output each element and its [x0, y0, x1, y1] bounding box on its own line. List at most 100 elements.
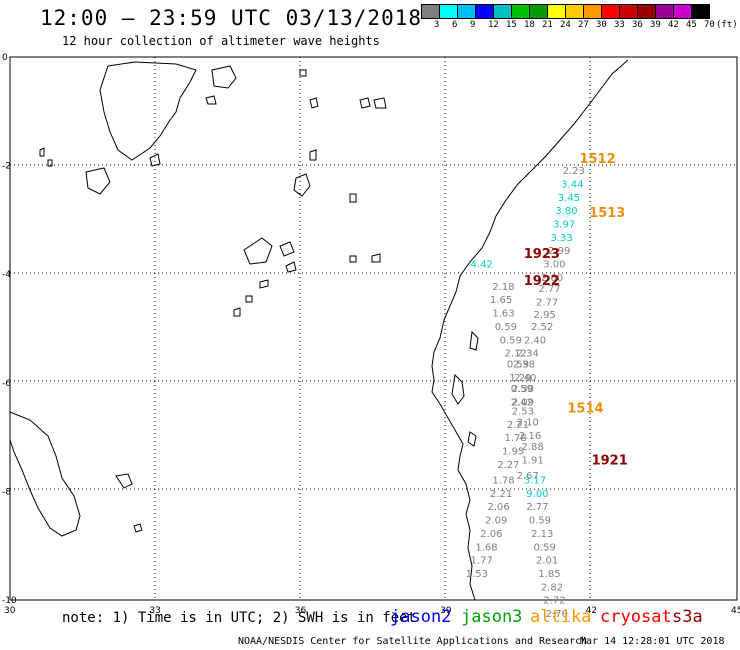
swh-value: 2.01 [536, 556, 558, 567]
colorbar-label: (ft) [716, 20, 738, 30]
pass-id-label: 1512 [579, 152, 615, 167]
island-groups-south [9, 237, 381, 537]
pemba-island [469, 330, 479, 351]
swh-value: 2.34 [517, 349, 539, 360]
swh-value: 2.99 [548, 246, 570, 257]
swh-value: 2.72 [543, 596, 565, 607]
island-groups-north [39, 61, 387, 203]
colorbar-label: 45 [686, 20, 697, 30]
swh-value: 2.82 [541, 582, 563, 593]
pass-id-label: 1513 [589, 206, 625, 221]
swh-value: 3.44 [561, 179, 583, 190]
lon-tick-label: 30 [4, 606, 16, 616]
swh-value: 2.60 [541, 273, 563, 284]
colorbar-label: 27 [578, 20, 589, 30]
swh-value: 2.13 [531, 529, 553, 540]
pass-id-label: 1921 [592, 453, 628, 468]
colorbar-label: 30 [596, 20, 607, 30]
swh-value: 2.12 [504, 349, 526, 360]
legend-item-jason3: jason3 [461, 607, 523, 627]
units-note: note: 1) Time is in UTC; 2) SWH is in fe… [62, 610, 417, 626]
swh-value: 1.85 [538, 569, 560, 580]
lat-tick-label: -8 [2, 487, 11, 497]
swh-value: 1.91 [521, 455, 543, 466]
swh-value: 2.67 [517, 471, 539, 482]
swh-value: 2.70 [546, 609, 568, 620]
map-frame [9, 56, 738, 601]
colorbar-label: 18 [524, 20, 535, 30]
map-title: 12:00 – 23:59 UTC 03/13/2018 [40, 6, 423, 30]
swh-value: 3.17 [524, 476, 546, 487]
lon-tick-label: 45 [731, 606, 740, 616]
lat-tick-label: -2 [2, 162, 11, 172]
swh-value: 3.00 [543, 260, 565, 271]
swh-value: 2.30 [512, 384, 534, 395]
colorbar-label: 6 [452, 20, 458, 30]
swh-value: 2.18 [492, 282, 514, 293]
mafia-island [467, 431, 477, 447]
swh-value: 3.97 [553, 219, 575, 230]
coastline [431, 59, 629, 601]
swh-value: 2.88 [521, 442, 543, 453]
colorbar-label: 33 [614, 20, 625, 30]
lat-tick-label: 0 [2, 53, 8, 63]
swh-value: 3.33 [551, 233, 573, 244]
colorbar-label: 70 [704, 20, 715, 30]
swh-value: 2.16 [519, 431, 541, 442]
colorbar-label: 9 [470, 20, 476, 30]
lat-tick-label: -4 [2, 270, 11, 280]
swh-value: 2.42 [511, 398, 533, 409]
legend-item-s3a: s3a [672, 607, 703, 627]
swh-value: 0.59 [534, 542, 556, 553]
swh-value: 2.77 [526, 502, 548, 513]
footer-timestamp: Mar 14 12:28:01 UTC 2018 [580, 636, 725, 647]
colorbar-label: 39 [650, 20, 661, 30]
colorbar-swatch [691, 4, 710, 19]
lon-tick-label: 33 [149, 606, 160, 616]
swh-value: 4.42 [471, 260, 493, 271]
swh-value: 2.52 [531, 322, 553, 333]
swh-value: 2.21 [490, 489, 512, 500]
lon-tick-label: 36 [295, 606, 307, 616]
colorbar-label: 15 [506, 20, 517, 30]
swh-value: 2.77 [536, 297, 558, 308]
swh-value: 1.78 [492, 476, 514, 487]
colorbar-label: 3 [434, 20, 440, 30]
swh-value: 1.77 [471, 556, 493, 567]
swh-value: 2.09 [485, 516, 507, 527]
colorbar-label: 36 [632, 20, 643, 30]
lon-tick-label: 39 [440, 606, 452, 616]
swh-value: 2.09 [512, 398, 534, 409]
swh-value: 2.40 [524, 335, 546, 346]
legend-item-jason2: jason2 [390, 607, 452, 627]
swh-value: 0.59 [511, 384, 533, 395]
swh-value: 1.78 [504, 433, 526, 444]
swh-value: 2.77 [538, 284, 560, 295]
map-subtitle: 12 hour collection of altimeter wave hei… [62, 34, 380, 48]
footer-credit: NOAA/NESDIS Center for Satellite Applica… [238, 636, 588, 647]
colorbar-labels: 3 6 9 12 15 18 21 24 27 30 33 36 39 42 45 70 (ft) [422, 20, 740, 32]
swh-value: 3.80 [555, 206, 577, 217]
swh-value: 1.95 [502, 447, 524, 458]
swh-value: 2.21 [507, 420, 529, 431]
legend-item-cryosat: cryosat [600, 607, 672, 627]
zanzibar-island [451, 373, 465, 405]
colorbar-label: 24 [560, 20, 571, 30]
lat-tick-label: -10 [2, 596, 17, 606]
swh-value: 2.95 [534, 310, 556, 321]
pass-id-label: 1514 [567, 402, 603, 417]
swh-value: 2.23 [563, 166, 585, 177]
lon-tick-label: 42 [586, 606, 597, 616]
swh-value: 2.10 [517, 418, 539, 429]
swh-value: 1.29 [509, 373, 531, 384]
swh-value: 0.59 [495, 322, 517, 333]
swh-value: 2.06 [480, 529, 502, 540]
pass-id-label: 1923 [524, 247, 560, 262]
swh-value: 1.65 [490, 295, 512, 306]
lat-tick-label: -6 [2, 379, 11, 389]
swh-value: 1.68 [475, 542, 497, 553]
pass-id-label: 1922 [524, 274, 560, 289]
swh-value: 0.59 [529, 516, 551, 527]
swh-value: 2.27 [497, 460, 519, 471]
